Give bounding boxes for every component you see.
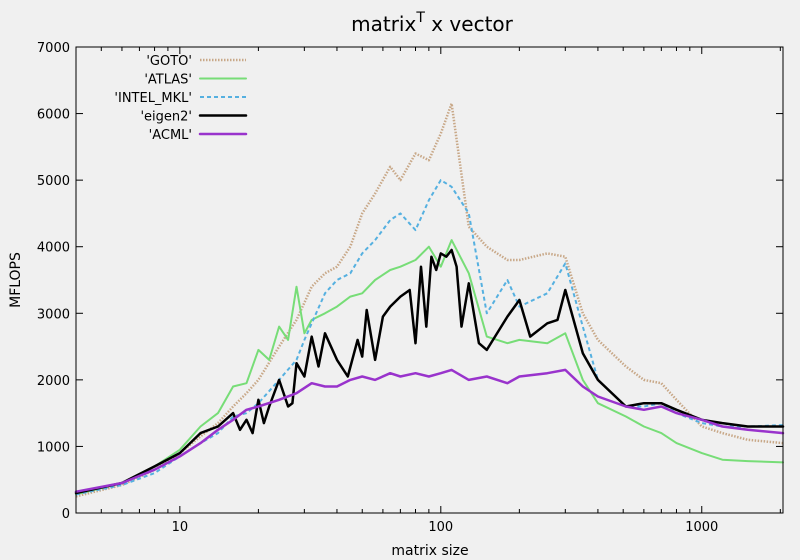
chart-title-suffix: x vector [425, 12, 514, 36]
series-line-0 [75, 102, 784, 498]
chart-title-main: matrix [351, 12, 416, 36]
legend-label: 'ACML' [149, 128, 192, 143]
x-axis-label: matrix size [391, 543, 468, 559]
plot-area [74, 102, 785, 498]
x-tick-label: 10 [172, 520, 189, 535]
y-tick-label: 5000 [37, 174, 70, 189]
chart-title-superscript: T [415, 10, 425, 26]
y-tick-label: 4000 [37, 241, 70, 256]
series-line-3 [74, 248, 785, 495]
legend: 'GOTO' 'ATLAS' 'INTEL_MKL' 'eigen2' 'ACML' [114, 54, 248, 143]
x-tick-label: 1000 [685, 520, 718, 535]
legend-label: 'GOTO' [146, 54, 192, 69]
y-tick-label: 2000 [37, 374, 70, 389]
y-tick-label: 1000 [37, 440, 70, 455]
axis-ticks: 0 1000 2000 3000 4000 5000 6000 7000 10 100 1000 [37, 41, 783, 535]
series-line-4 [74, 368, 785, 493]
y-tick-label: 3000 [37, 307, 70, 322]
series-line-1 [75, 239, 784, 496]
plot-frame [75, 46, 784, 514]
x-tick-label: 100 [428, 520, 453, 535]
legend-label: 'eigen2' [140, 110, 192, 125]
chart-title: matrixT x vector [351, 10, 514, 36]
y-tick-label: 6000 [37, 108, 70, 123]
legend-label: 'INTEL_MKL' [114, 91, 192, 106]
y-axis-label: MFLOPS [8, 252, 24, 308]
y-tick-label: 7000 [37, 41, 70, 56]
legend-label: 'ATLAS' [144, 73, 192, 88]
y-tick-label: 0 [62, 507, 70, 522]
